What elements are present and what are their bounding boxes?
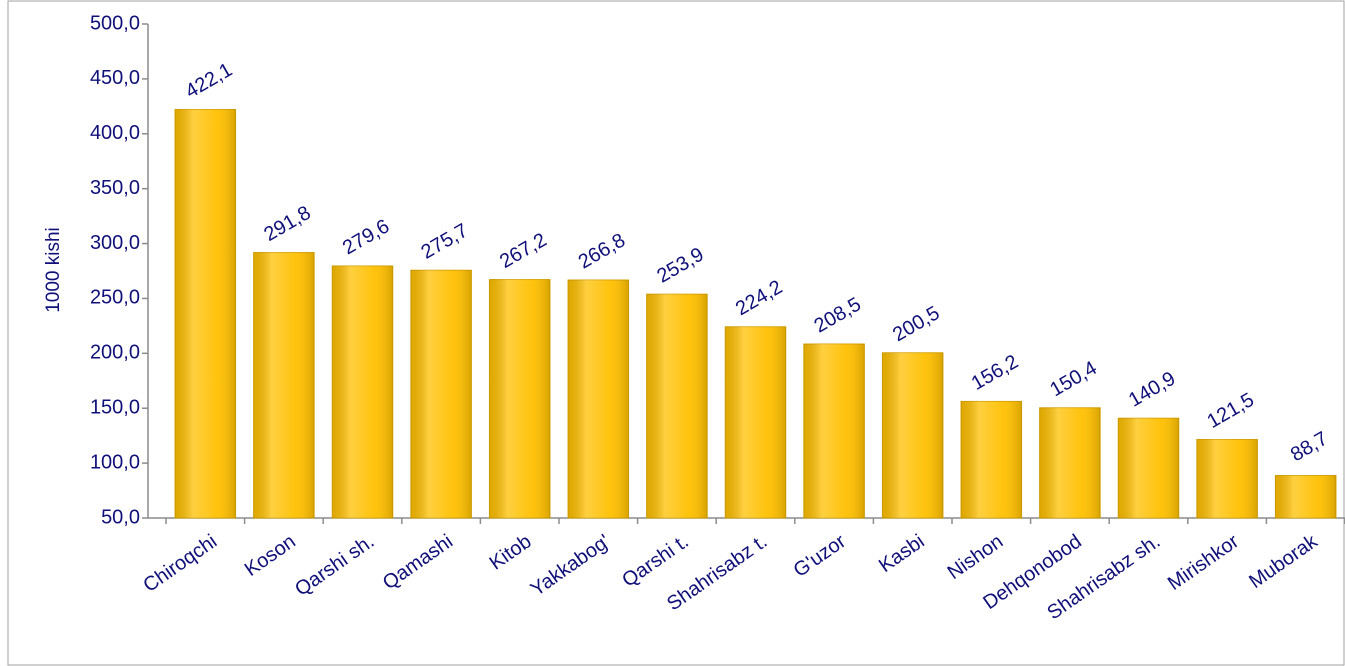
bar xyxy=(803,343,865,519)
bar xyxy=(646,293,708,519)
data-label: 266,8 xyxy=(575,229,629,273)
y-tick-label: 400,0 xyxy=(90,122,140,144)
data-label: 224,2 xyxy=(732,276,786,320)
y-axis-label: 1000 kishi xyxy=(43,227,64,313)
data-label: 208,5 xyxy=(811,293,865,337)
y-tick-label: 100,0 xyxy=(90,451,140,473)
data-label: 88,7 xyxy=(1287,428,1332,467)
x-tick-label: Kitob xyxy=(486,530,536,574)
x-tick-label: Koson xyxy=(241,530,300,581)
x-tick-label: Chiroqchi xyxy=(139,530,221,596)
y-tick-label: 150,0 xyxy=(90,397,140,419)
bar xyxy=(960,400,1023,519)
x-tick-label: Mirishkor xyxy=(1164,530,1243,595)
bar xyxy=(724,326,787,519)
bar xyxy=(1039,407,1101,519)
bar xyxy=(174,109,237,519)
data-label: 140,9 xyxy=(1125,368,1179,412)
bar xyxy=(1196,439,1258,519)
x-tick-label: G'uzor xyxy=(790,530,851,582)
bar xyxy=(253,252,315,519)
data-label: 253,9 xyxy=(653,243,707,287)
data-label: 121,5 xyxy=(1204,389,1258,433)
data-label: 156,2 xyxy=(968,351,1022,395)
y-tick-label: 450,0 xyxy=(90,67,140,89)
bar xyxy=(1274,475,1337,519)
bar xyxy=(488,279,551,519)
bar xyxy=(331,265,394,519)
y-tick-label: 500,0 xyxy=(90,12,140,34)
x-tick-label: Nishon xyxy=(944,530,1008,584)
data-label: 291,8 xyxy=(260,202,314,246)
y-tick-label: 300,0 xyxy=(90,232,140,254)
data-label: 200,5 xyxy=(889,302,943,346)
data-label: 267,2 xyxy=(496,229,550,273)
data-label: 150,4 xyxy=(1046,357,1100,401)
x-tick-label: Qamashi xyxy=(379,530,457,594)
y-tick-label: 200,0 xyxy=(90,342,140,364)
x-tick-label: Qarshi sh. xyxy=(291,530,378,600)
data-label: 279,6 xyxy=(339,215,393,259)
bar xyxy=(1117,417,1180,519)
x-tick-label: Muborak xyxy=(1245,530,1322,593)
chart-border xyxy=(7,0,1345,666)
bar xyxy=(567,279,630,519)
y-tick-label: 350,0 xyxy=(90,177,140,199)
y-tick-label: 50,0 xyxy=(101,506,140,528)
y-tick-label: 250,0 xyxy=(90,287,140,309)
bar xyxy=(410,269,472,519)
bar xyxy=(881,352,944,519)
data-label: 422,1 xyxy=(182,59,236,103)
x-tick-label: Kasbi xyxy=(875,530,929,577)
x-tick-label: Yakkabog' xyxy=(527,530,614,600)
data-label: 275,7 xyxy=(418,220,472,264)
x-tick-label: Qarshi t. xyxy=(618,530,693,591)
